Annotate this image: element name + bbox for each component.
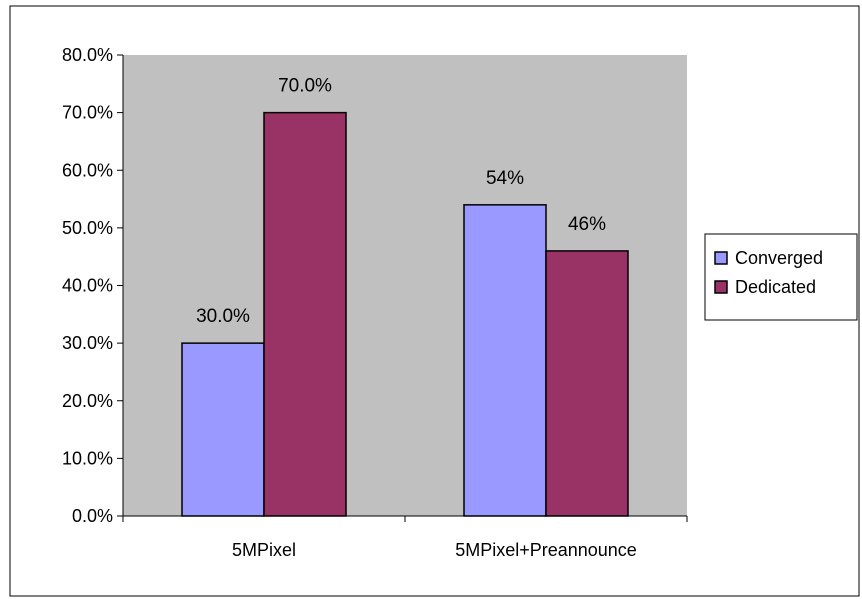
bar-converged	[181, 342, 265, 517]
data-label: 30.0%	[196, 306, 250, 327]
data-label: 70.0%	[278, 76, 332, 97]
legend-swatch	[714, 251, 728, 265]
y-tick-label: 0.0%	[72, 506, 113, 526]
legend-box	[704, 233, 858, 321]
data-labels: 30.0% 70.0% 54% 46%	[196, 76, 606, 328]
legend: Converged Dedicated	[704, 233, 858, 321]
legend-label: Converged	[735, 248, 823, 268]
y-tick-label: 50.0%	[62, 218, 113, 238]
y-tick-label: 40.0%	[62, 276, 113, 296]
y-tick-label: 30.0%	[62, 333, 113, 353]
y-tick-label: 60.0%	[62, 160, 113, 180]
y-tick-label: 80.0%	[62, 45, 113, 65]
y-tick-label: 10.0%	[62, 448, 113, 468]
x-category-label: 5MPixel	[232, 540, 296, 560]
legend-label: Dedicated	[735, 277, 816, 297]
bar-dedicated	[263, 111, 347, 517]
bar-converged	[463, 204, 547, 517]
y-axis: 0.0% 10.0% 20.0% 30.0% 40.0% 50.0% 60.0% 70.0% 8…	[62, 45, 124, 526]
y-tick-label: 70.0%	[62, 103, 113, 123]
legend-swatch	[714, 280, 728, 294]
bars	[181, 111, 629, 517]
bar-dedicated	[545, 250, 629, 517]
y-tick-label: 20.0%	[62, 391, 113, 411]
data-label: 54%	[486, 168, 524, 189]
x-category-label: 5MPixel+Preannounce	[455, 540, 637, 560]
data-label: 46%	[568, 214, 606, 235]
